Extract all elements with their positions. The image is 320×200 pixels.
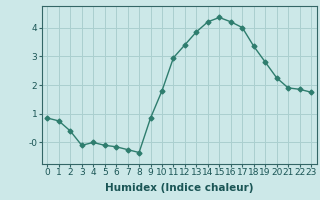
- X-axis label: Humidex (Indice chaleur): Humidex (Indice chaleur): [105, 183, 253, 193]
